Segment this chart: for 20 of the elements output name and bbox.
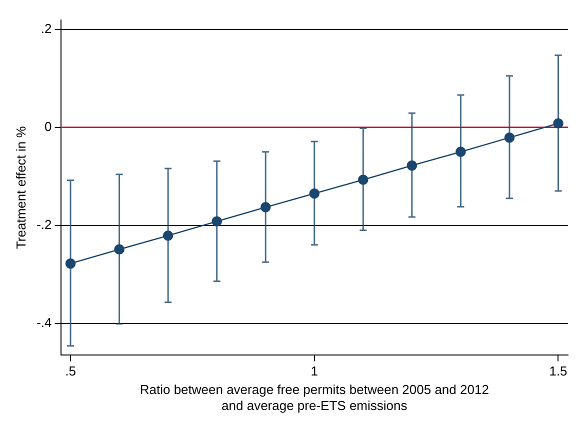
x-tick-label: 1 xyxy=(310,364,318,379)
point xyxy=(212,216,222,227)
point xyxy=(309,188,320,199)
x-axis-title: Ratio between average free permits between 2005 and 2012 and average pre-ETS emissions xyxy=(140,382,489,413)
point xyxy=(114,244,124,254)
y-tick-label: .2 xyxy=(40,20,52,36)
point xyxy=(553,118,564,129)
y-axis-title: Treatment effect in % xyxy=(13,126,28,250)
y-tick-label: 0 xyxy=(44,118,52,134)
point xyxy=(358,174,368,185)
point xyxy=(65,258,76,269)
point xyxy=(260,202,271,212)
point xyxy=(456,146,466,157)
point xyxy=(504,132,515,143)
y-tick-label: -.4 xyxy=(36,314,52,330)
point xyxy=(406,160,418,171)
x-tick-label: 1.5 xyxy=(549,364,568,379)
x-tick-label: .5 xyxy=(65,364,76,379)
point xyxy=(162,230,174,241)
y-tick-label: -.2 xyxy=(36,216,52,232)
